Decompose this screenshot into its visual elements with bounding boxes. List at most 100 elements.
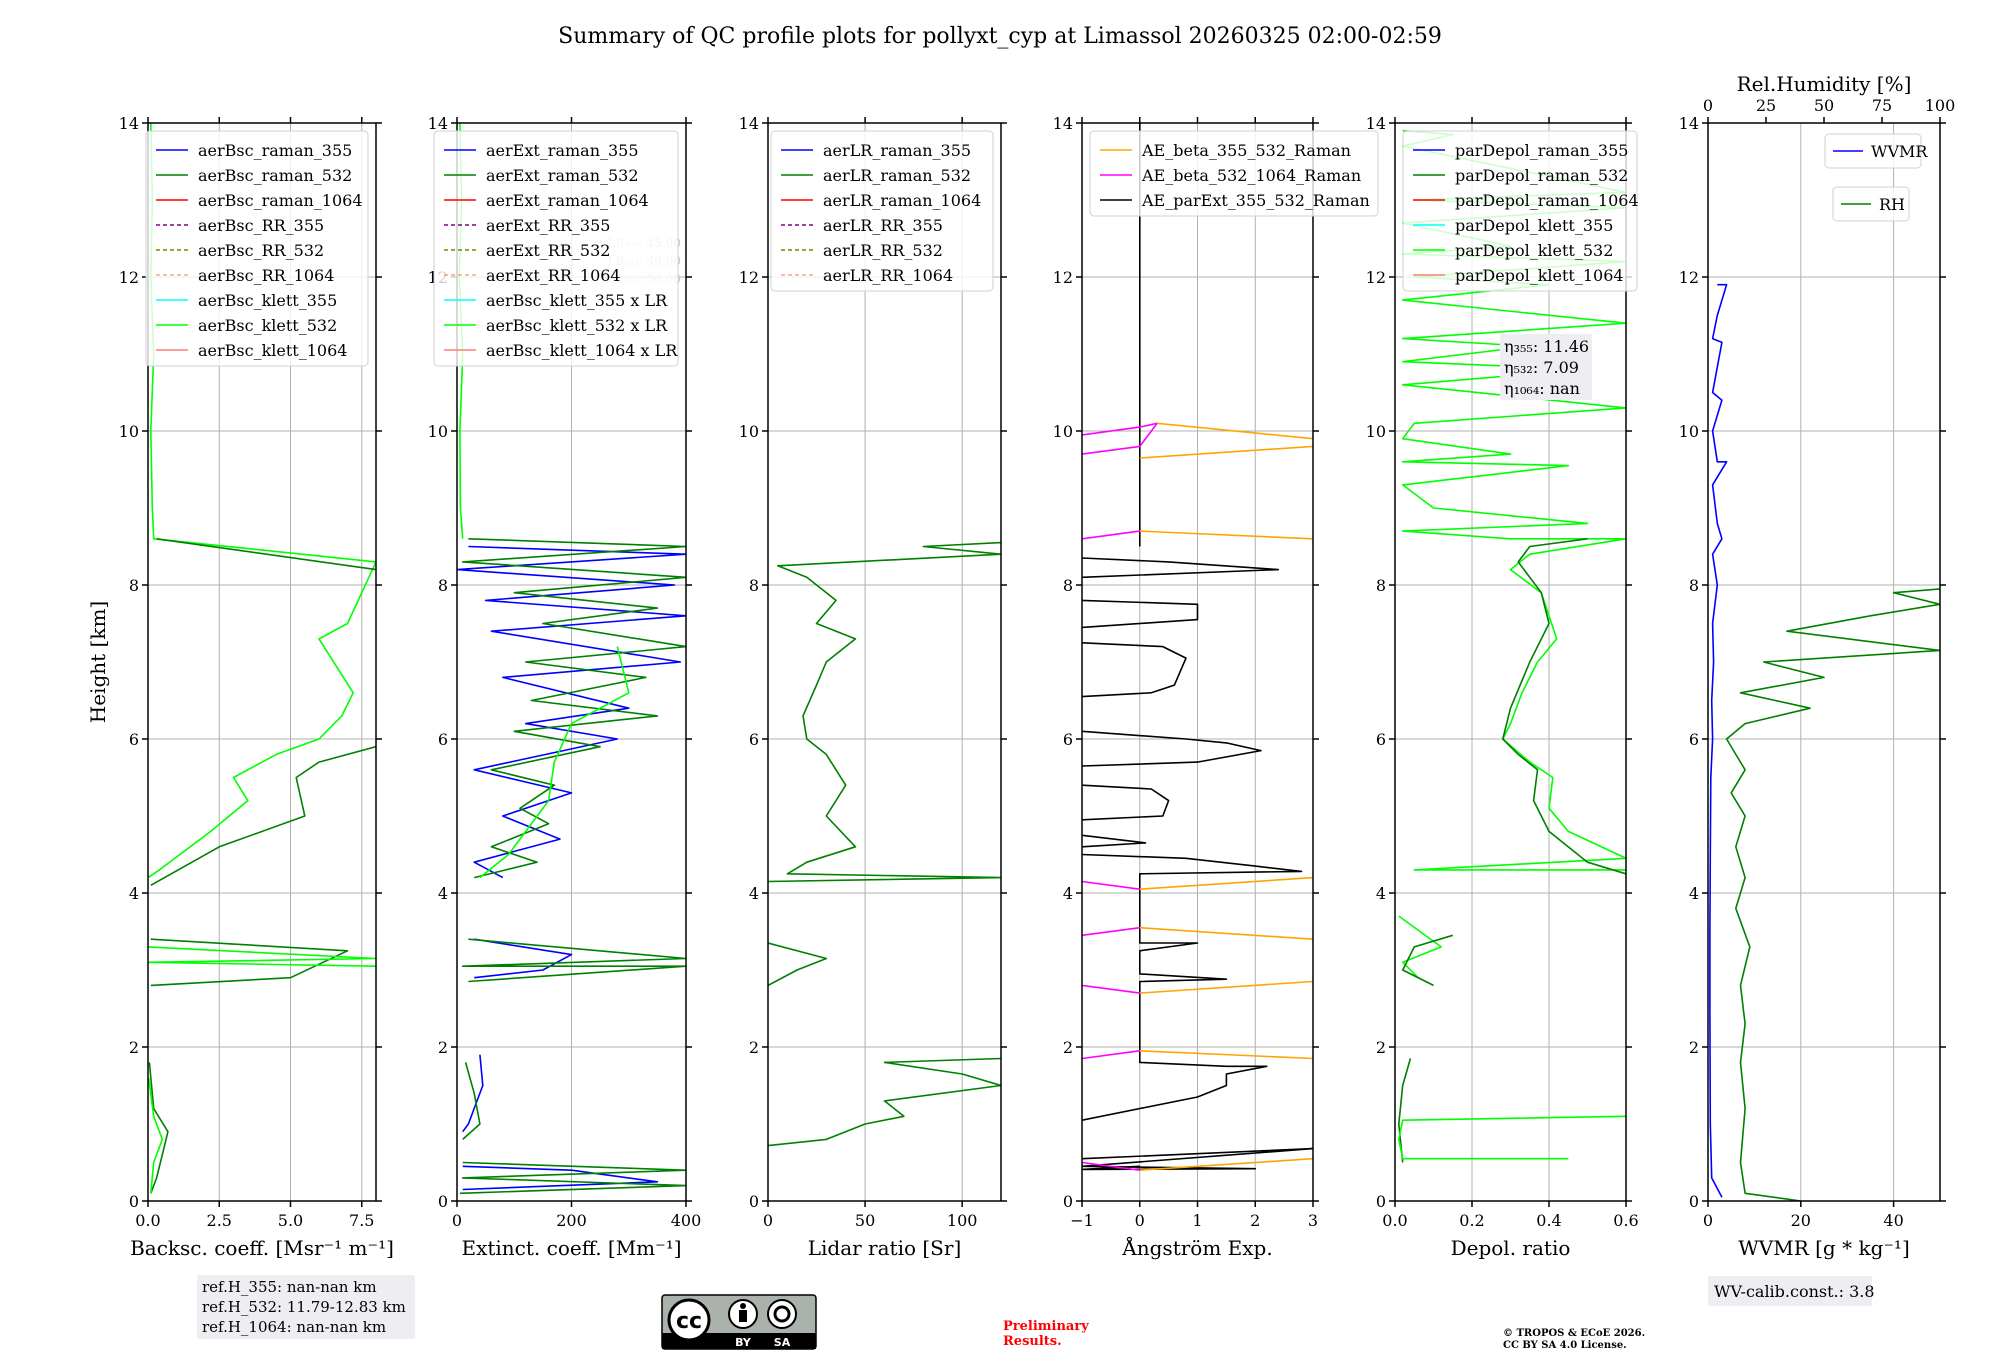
y-tick-label: 6 <box>749 730 759 749</box>
cc-license-badge: cc BY SA <box>661 1294 817 1350</box>
x-tick-label: 3 <box>1308 1211 1318 1230</box>
legend-label: WVMR <box>1871 142 1928 161</box>
wv-calib-text: WV-calib.const.: 3.8 <box>1714 1282 1875 1301</box>
panel-bsc: 0 2 4 6 8 10 12 14 0.0 2.5 5.0 7.5 Backsc. coeff. [M… <box>86 114 394 1260</box>
y-tick-label: 6 <box>129 730 139 749</box>
x-top-tick-label: 75 <box>1872 96 1892 115</box>
series-line-AE_ex_f <box>1082 784 1170 821</box>
legend: parDepol_raman_355 parDepol_raman_532 parD… <box>1402 130 1639 292</box>
series-line-aerLR_raman_532 <box>768 541 1001 883</box>
series-line-AE_beta_532_1064 <box>1082 422 1158 455</box>
series-line-aerBsc_raman_532_d <box>148 1062 169 1194</box>
series-line-AE_beta_355_532_g <box>1139 1050 1313 1060</box>
sa-label: SA <box>774 1336 791 1349</box>
legend-label: AE_beta_355_532_Raman <box>1141 141 1351 160</box>
by-person-head <box>740 1303 746 1309</box>
x-tick-label: 100 <box>947 1211 978 1230</box>
x-tick-label: 0 <box>452 1211 462 1230</box>
x-top-axis-label: Rel.Humidity [%] <box>1737 72 1912 96</box>
y-tick-label: 10 <box>119 422 139 441</box>
wv-calib-box <box>1708 1276 1872 1306</box>
sa-share-icon <box>767 1299 797 1329</box>
y-tick-label: 10 <box>1679 422 1699 441</box>
series-line-parDepol_raman_532 <box>1502 538 1626 875</box>
y-tick-label: 0 <box>1689 1192 1699 1211</box>
y-tick-label: 2 <box>1063 1038 1073 1057</box>
series-line-AE_beta_355_532_a <box>1157 422 1313 440</box>
x-tick-label: 0.0 <box>135 1211 160 1230</box>
x-top-tick-label: 0 <box>1703 96 1713 115</box>
copyright-line-2: CC BY SA 4.0 License. <box>1503 1340 1627 1351</box>
y-tick-label: 14 <box>1679 114 1699 133</box>
legend-label: aerExt_RR_1064 <box>486 266 621 285</box>
series-line-AE_beta_355_532_e <box>1139 926 1313 940</box>
legend-label: RH <box>1879 195 1905 214</box>
axes-frame <box>147 122 377 1202</box>
y-tick-label: 2 <box>129 1038 139 1057</box>
series-line-klett_532xLR_b <box>479 646 630 879</box>
eta-line: η₃₅₅: 11.46 <box>1504 337 1589 356</box>
copyright-line-1: © TROPOS & ECoE 2026. <box>1503 1328 1645 1339</box>
legend-label: aerLR_RR_355 <box>823 216 943 235</box>
y-tick-label: 10 <box>1053 422 1073 441</box>
panel-ext: 024681012140200400Extinct. coeff. [Mm⁻¹]… <box>428 114 702 1260</box>
x-tick-label: 7.5 <box>349 1211 374 1230</box>
series-line-aerBsc_raman_532 <box>156 538 376 571</box>
series-line-AE_beta_532_1064_d <box>1082 926 1140 937</box>
eta-box <box>1500 334 1592 400</box>
y-tick-label: 12 <box>739 268 759 287</box>
legend: aerBsc_raman_355 aerBsc_raman_532 aerBsc_r… <box>145 130 369 367</box>
x-tick-label: 20 <box>1791 1211 1811 1230</box>
series-line-RH <box>1725 588 1940 1201</box>
y-tick-label: 8 <box>1376 576 1386 595</box>
legend-label: aerExt_raman_532 <box>486 166 639 185</box>
legend-label: aerLR_raman_355 <box>823 141 971 160</box>
series-line-aerExt_raman_532_d <box>459 1161 686 1195</box>
series-line-AE_beta_532_1064_e <box>1082 984 1140 994</box>
series-line-aerBsc_klett_532_b <box>148 946 376 967</box>
legend-label: aerExt_raman_1064 <box>486 191 649 210</box>
legend-box <box>433 130 679 367</box>
legend-label: aerBsc_klett_532 x LR <box>486 316 668 335</box>
series-line-AE_ex_c <box>1082 599 1199 629</box>
legend-label: aerBsc_klett_355 x LR <box>486 291 668 310</box>
y-tick-label: 4 <box>1376 884 1386 903</box>
legend-label: aerBsc_RR_1064 <box>198 266 334 285</box>
series-line-parDepol_raman_532_c <box>1398 1058 1412 1163</box>
x-tick-label: 0.6 <box>1613 1211 1638 1230</box>
x-tick-label: 1 <box>1192 1211 1202 1230</box>
x-tick-label: 0 <box>1703 1211 1713 1230</box>
legend-label: aerLR_raman_1064 <box>823 191 981 210</box>
x-tick-label: 40 <box>1883 1211 1903 1230</box>
panel-lr: 0 2 4 6 8 10 12 14 0 50 100 Lidar ratio [Sr] aerLR_r… <box>739 114 1007 1260</box>
x-top-tick-label: 25 <box>1756 96 1776 115</box>
y-tick-label: 0 <box>129 1192 139 1211</box>
series-line-aerBsc_raman_532_c <box>150 938 349 987</box>
y-tick-label: 12 <box>1679 268 1699 287</box>
series-line-AE_beta_355_532_h <box>1139 1157 1313 1171</box>
legend-label: aerBsc_raman_532 <box>198 166 352 185</box>
series-line-AE_beta_532_1064_b <box>1082 530 1140 540</box>
x-tick-label: 0.0 <box>1382 1211 1407 1230</box>
x-tick-label: 50 <box>855 1211 875 1230</box>
legend-label: AE_parExt_355_532_Raman <box>1141 191 1370 210</box>
x-top-tick-label: 100 <box>1925 96 1956 115</box>
series-line-AE_beta_355_532_c <box>1139 530 1313 540</box>
legend-label: aerBsc_raman_355 <box>198 141 352 160</box>
legend-label: aerLR_RR_532 <box>823 241 943 260</box>
y-tick-label: 8 <box>438 576 448 595</box>
series-line-aerBsc_raman_532_b <box>150 745 376 886</box>
y-tick-label: 2 <box>749 1038 759 1057</box>
wv-calib: WV-calib.const.: 3.8 <box>1708 1276 1875 1306</box>
y-tick-label: 2 <box>1689 1038 1699 1057</box>
legend-label: aerExt_RR_355 <box>486 216 610 235</box>
y-tick-label: 4 <box>438 884 448 903</box>
x-tick-label: 400 <box>671 1211 702 1230</box>
legend-label: parDepol_raman_532 <box>1455 166 1628 185</box>
legend-box <box>1089 130 1379 217</box>
legend-label: parDepol_klett_532 <box>1455 241 1613 260</box>
y-tick-label: 14 <box>1366 114 1386 133</box>
